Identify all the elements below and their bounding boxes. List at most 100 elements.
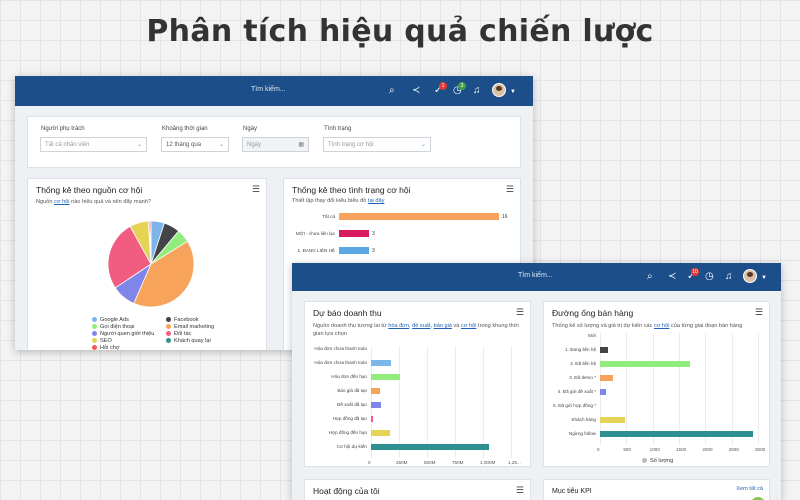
menu-icon[interactable]: ☰ [754,307,763,317]
clock-icon[interactable]: ◷ [705,271,714,282]
card-title: Đường ống bán hàng [552,308,634,318]
bar[interactable] [371,388,380,394]
gridline [511,346,512,458]
bar[interactable] [371,374,401,380]
pipeline-legend: Số lượng [642,458,673,464]
bar[interactable] [600,417,626,423]
bar[interactable] [339,230,369,237]
y-tick-label: 3. Đã demo * [569,375,596,380]
data-label: 3 [372,230,375,237]
status-filter-label: Tình trạng [324,126,352,132]
search-icon[interactable]: ⌕ [389,85,395,96]
legend-label: Email marketing [174,324,215,330]
opportunity-link[interactable]: cơ hội [653,323,670,329]
legend-item[interactable]: Khách quay lại [166,338,211,344]
bar[interactable] [339,247,369,254]
card-title: Mục tiêu KPI [552,488,592,495]
y-tick-label: Hợp đồng đã tạo [332,416,367,421]
bar[interactable] [371,430,391,436]
x-tick-label: 250M [396,460,408,465]
pie-slice-5[interactable] [107,225,152,289]
search-input[interactable]: Tìm kiếm... [251,86,286,93]
task-check-icon[interactable]: ✓ [434,85,443,96]
x-tick-label: 500M [424,460,436,465]
bar[interactable] [600,431,753,437]
legend-item[interactable]: Đối tác [166,331,191,337]
owner-filter-select[interactable]: Tất cả nhân viên ⌄ [40,137,147,152]
menu-icon[interactable]: ☰ [515,307,524,317]
y-tick-label: 2. Đã liên hệ [570,361,596,366]
chevron-down-icon[interactable]: ▼ [510,89,516,95]
view-all-link[interactable]: Xem tất cả [736,486,763,492]
invoice-link[interactable]: hóa đơn [388,323,410,329]
settings-link[interactable]: tại đây [367,198,385,204]
legend-item[interactable]: Hỏi chợ [92,345,120,350]
date-filter-input[interactable]: Ngày ▦ [242,137,309,152]
legend-item[interactable]: Email marketing [166,324,214,330]
chevron-down-icon[interactable]: ▼ [761,275,767,281]
user-avatar[interactable] [492,83,506,97]
user-avatar[interactable] [743,269,757,283]
y-tick-label: Hóa đơn chưa thanh toán [314,360,367,365]
menu-icon[interactable]: ☰ [251,184,260,194]
headline: Phân tích hiệu quả chiến lược [146,14,654,49]
top-navbar: Tìm kiếm... ⌕ ≺ ✓ 10 ◷ ♫ ▼ [292,263,781,291]
period-filter-select[interactable]: 12 tháng qua ⌄ [161,137,229,152]
y-tick-label: Cơ hội dự kiến [336,444,367,449]
status-filter-value: Tình trạng cơ hội [328,142,374,148]
gridline [483,346,484,458]
bar[interactable] [600,375,614,381]
bar[interactable] [600,347,608,353]
task-check-icon[interactable]: ✓ [687,271,696,282]
status-filter-select[interactable]: Tình trạng cơ hội ⌄ [323,137,431,152]
legend-item[interactable]: Facebook [166,317,199,323]
bar[interactable] [371,402,382,408]
legend-dot [92,317,97,323]
bar[interactable] [600,389,607,395]
clock-icon[interactable]: ◷ [453,85,462,96]
legend-dot [166,317,171,323]
legend-dot [642,458,647,464]
x-tick-label: 0 [597,447,600,452]
legend-dot [92,324,97,330]
share-icon[interactable]: ≺ [412,85,421,96]
bar[interactable] [339,213,499,220]
legend-item[interactable]: SEO [92,338,112,344]
proposal-link[interactable]: đề xuất [412,323,431,329]
legend-item[interactable]: Google Ads [92,317,129,323]
sales-pipeline-card: Đường ống bán hàng ☰ Thống kê số lượng v… [543,301,770,467]
pie-slice-8[interactable] [149,220,152,265]
opportunity-link[interactable]: cơ hội [54,199,70,205]
search-icon[interactable]: ⌕ [647,271,653,282]
bar[interactable] [600,361,690,367]
bar[interactable] [371,360,392,366]
crm-screenshot-1: Tìm kiếm... ⌕ ≺ ✓ 1 ◷ 3 ♫ ▼ Người phụ tr… [15,76,533,350]
share-icon[interactable]: ≺ [668,271,677,282]
bar[interactable] [371,416,374,422]
pie-slice-3[interactable] [133,240,195,308]
legend-label: Người quen giới thiệu [100,331,155,337]
opportunity-link[interactable]: cơ hội [460,323,477,329]
top-navbar: Tìm kiếm... ⌕ ≺ ✓ 1 ◷ 3 ♫ ▼ [15,76,533,106]
gridline [705,333,707,445]
search-input[interactable]: Tìm kiếm... [518,272,553,279]
bar[interactable] [371,444,489,450]
gridline [758,333,759,445]
gridline [652,333,654,445]
menu-icon[interactable]: ☰ [515,485,524,495]
bell-icon[interactable]: ♫ [473,85,481,96]
legend-item[interactable]: Người quen giới thiệu [92,331,154,337]
x-tick-label: 1500 [676,447,687,452]
menu-icon[interactable]: ☰ [505,184,514,194]
card-title: Thống kê theo nguồn cơ hội [36,185,143,195]
calendar-icon: ▦ [298,142,304,148]
x-tick-label: 1,25... [508,460,521,465]
timer-badge: 3 [458,82,466,90]
revenue-forecast-card: Dự báo doanh thu ☰ Nguồn doanh thu tương… [304,301,531,467]
legend-label: Đối tác [174,331,192,337]
quote-link[interactable]: báo giá [433,323,452,329]
x-tick-label: 3000 [755,447,766,452]
period-filter-label: Khoảng thời gian [162,126,208,132]
bell-icon[interactable]: ♫ [725,271,733,282]
legend-item[interactable]: Gọi điện thoại [92,324,135,330]
